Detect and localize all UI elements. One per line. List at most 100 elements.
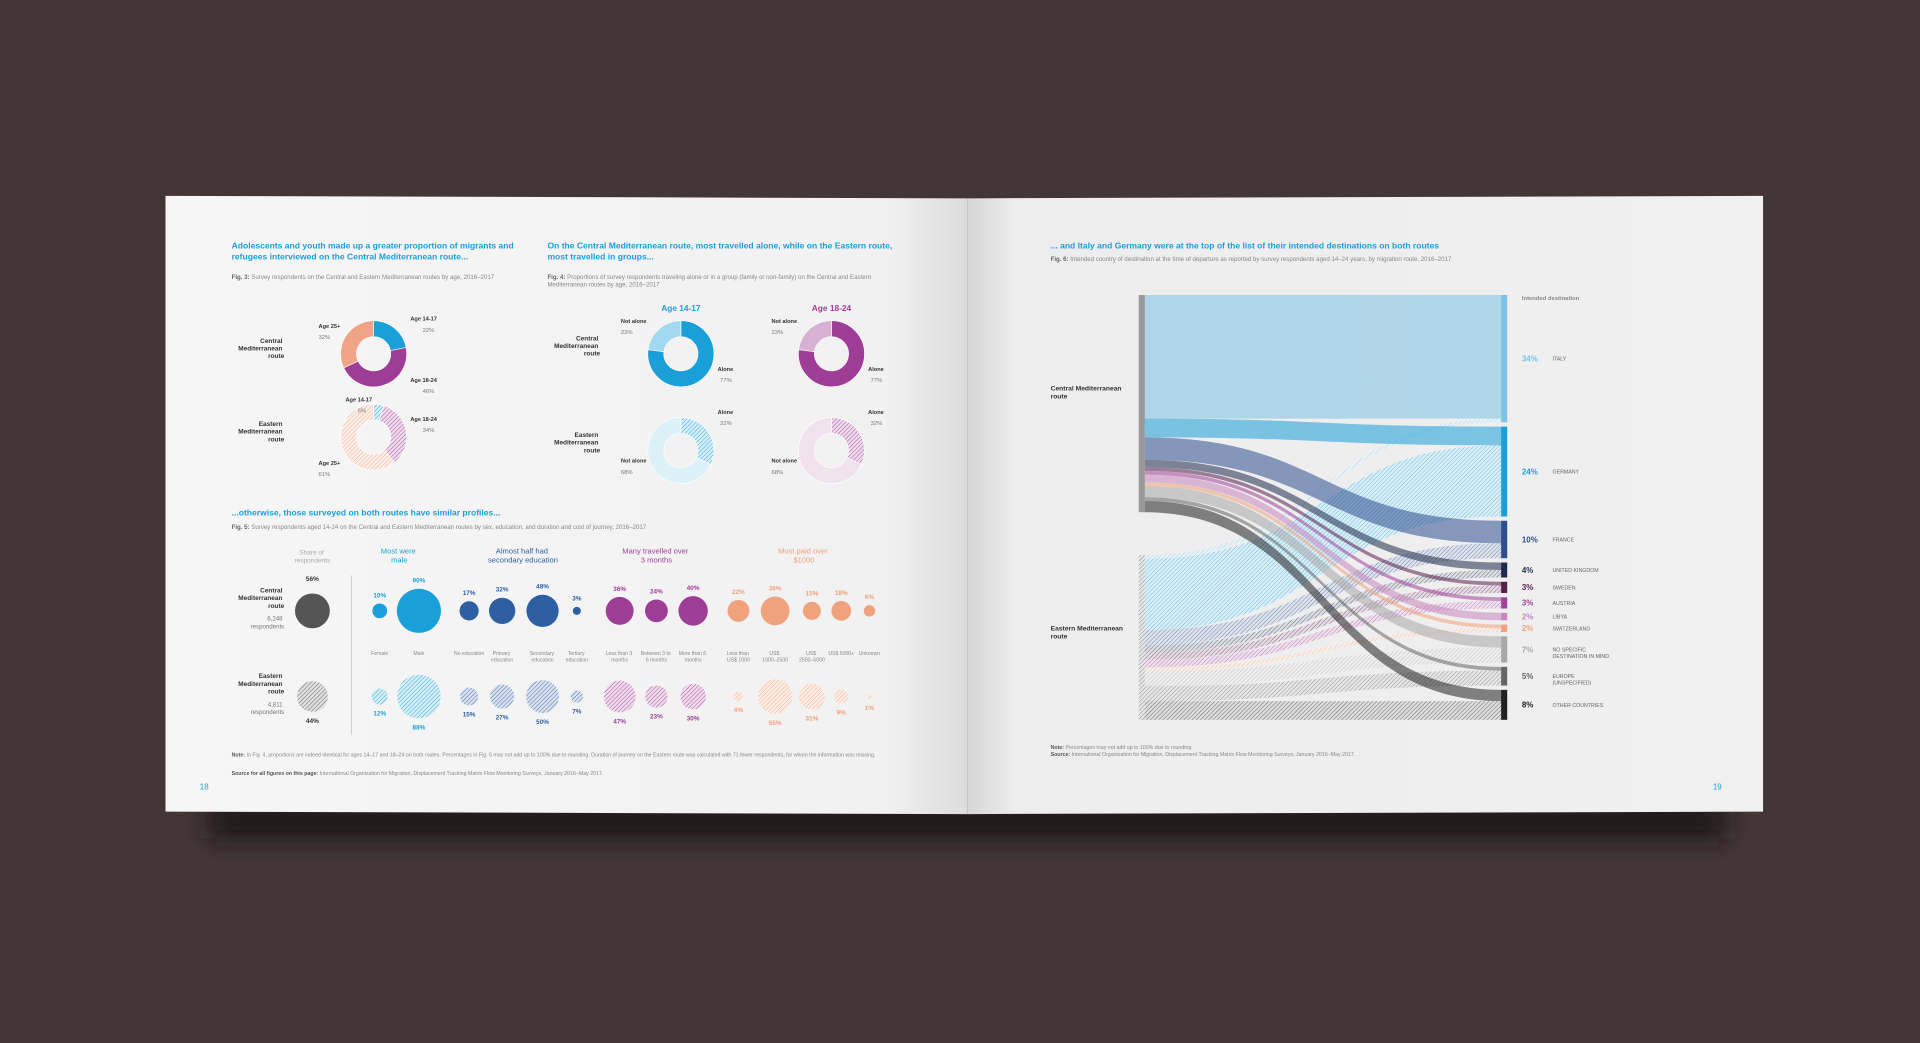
source-label-part: Central Mediterranean route xyxy=(1051,386,1124,401)
donut-segment xyxy=(798,320,832,352)
segment-label: Not alone xyxy=(771,459,797,465)
value-label: 47% xyxy=(613,719,626,726)
respondents: 6,248 respondents xyxy=(251,616,285,631)
share-circle xyxy=(295,593,330,629)
respondents-part: 4,811 respondents xyxy=(251,701,285,716)
caption-part: Proportions of survey respondents travel… xyxy=(547,274,872,289)
note: Source: International Organization for M… xyxy=(1051,752,1356,758)
value-label: 40% xyxy=(687,585,700,592)
group-title: Almost half had secondary education xyxy=(488,546,558,564)
destination-node xyxy=(1501,562,1508,578)
text-line: 6 months xyxy=(646,657,668,663)
caption: Fig. 4: Proportions of survey respondent… xyxy=(547,274,872,289)
destination-name: AUSTRIA xyxy=(1553,601,1576,607)
note-part: Source: xyxy=(1051,752,1071,758)
destination-name-part: ITALY xyxy=(1553,357,1567,363)
value-label: 7% xyxy=(572,709,582,716)
text-line: education xyxy=(566,657,588,663)
profile-circle xyxy=(490,684,515,709)
destination-name-part: SWITZERLAND xyxy=(1553,626,1591,632)
group-title: Age 14-17 xyxy=(661,303,701,313)
category-label: Female xyxy=(371,651,388,657)
value-label: 50% xyxy=(536,719,549,726)
flow xyxy=(1144,543,1502,645)
text-line: education xyxy=(531,657,553,663)
value-label: 88% xyxy=(413,724,426,731)
category-label: Primary education xyxy=(491,651,513,663)
segment-label: Alone xyxy=(868,367,884,373)
category-label: More than 6 months xyxy=(679,651,708,663)
text-line: Unknown xyxy=(859,651,881,657)
category-label: Less than US$ 1000 xyxy=(727,651,751,663)
flow xyxy=(1144,471,1502,602)
text-line: Fig. 4: xyxy=(547,274,565,281)
text-line: Fig. 5: xyxy=(232,524,250,531)
category-label-part: Female xyxy=(371,651,388,657)
text-line: Central Mediterranean xyxy=(1051,386,1124,393)
profile-circle xyxy=(605,596,634,625)
route-label: Eastern Mediterranean route xyxy=(554,432,600,454)
text-line: months xyxy=(611,657,628,663)
profile-circle xyxy=(834,689,849,704)
text-line: LIBYA xyxy=(1553,615,1568,621)
group-title: Most were male xyxy=(381,546,418,564)
text-line: Tertiary xyxy=(568,651,586,657)
profile-circle xyxy=(396,588,441,633)
destination-name-part: LIBYA xyxy=(1553,615,1568,621)
profile-circle xyxy=(831,600,852,621)
text-line: respondents xyxy=(251,623,285,630)
text-line: Between 3 to xyxy=(641,651,672,657)
destination-name: NO SPECIFIC DESTINATION IN MIND xyxy=(1553,647,1610,659)
donut-segment xyxy=(647,417,712,484)
text-line: Percentages may not add up to 100% due t… xyxy=(1065,745,1192,751)
category-label-part: More than 6 months xyxy=(679,651,708,663)
text-line: Eastern xyxy=(259,673,285,680)
flow xyxy=(1144,585,1502,660)
destination-name: EUROPE (UNSPECIFIED) xyxy=(1553,674,1592,686)
category-label-part: Primary education xyxy=(491,651,513,663)
destination-value: 2% xyxy=(1522,612,1533,621)
profile-circle xyxy=(397,674,441,719)
text-line: Mediterranean xyxy=(238,429,284,436)
destination-node xyxy=(1501,689,1508,720)
profile-circle xyxy=(678,596,708,626)
value-label: 22% xyxy=(423,328,435,334)
text-line: US$ 5000+ xyxy=(828,651,854,657)
route-label: Central Mediterranean route xyxy=(554,335,600,357)
text-line: route xyxy=(1051,633,1068,640)
destination-node xyxy=(1501,426,1508,517)
destination-name-part: FRANCE xyxy=(1553,537,1575,543)
category-label-part: Unknown xyxy=(859,651,881,657)
destinations-title: Intended destination xyxy=(1522,296,1580,302)
destination-name: LIBYA xyxy=(1553,615,1568,621)
flow xyxy=(1144,569,1502,653)
text-line: route xyxy=(268,436,285,443)
heading-part: ...otherwise, those surveyed on both rou… xyxy=(232,507,501,517)
text-line: Survey respondents aged 14-24 on the Cen… xyxy=(251,524,646,531)
category-label-part: Male xyxy=(413,651,424,657)
text-line: Central xyxy=(260,588,284,595)
text-line: (UNSPECIFIED) xyxy=(1553,681,1592,687)
text-line: Central xyxy=(576,335,600,342)
text-line: OTHER COUNTRIES xyxy=(1553,703,1604,709)
text-line: US$ 1000 xyxy=(727,657,750,663)
text-line: SWEDEN xyxy=(1553,585,1576,591)
destination-node xyxy=(1501,597,1508,609)
value-label: 90% xyxy=(413,578,426,585)
value-label: 32% xyxy=(496,587,509,594)
text-line: secondary education xyxy=(488,556,558,565)
source-bar xyxy=(1138,555,1145,720)
segment-label: Alone xyxy=(718,410,734,416)
text-line: Central xyxy=(260,338,284,345)
destination-name-part: NO SPECIFIC DESTINATION IN MIND xyxy=(1553,647,1610,659)
share-title-part: Share of respondents xyxy=(295,550,331,565)
text-line: Less than xyxy=(727,651,751,657)
text-line: US$ xyxy=(769,651,780,657)
destination-name: FRANCE xyxy=(1553,537,1575,543)
category-label-part: No education xyxy=(454,651,484,657)
heading: ...otherwise, those surveyed on both rou… xyxy=(232,507,501,517)
text-line: 3 months xyxy=(641,556,672,565)
destination-value: 4% xyxy=(1522,566,1533,575)
text-line: AUSTRIA xyxy=(1553,601,1576,607)
flow xyxy=(1144,497,1502,671)
